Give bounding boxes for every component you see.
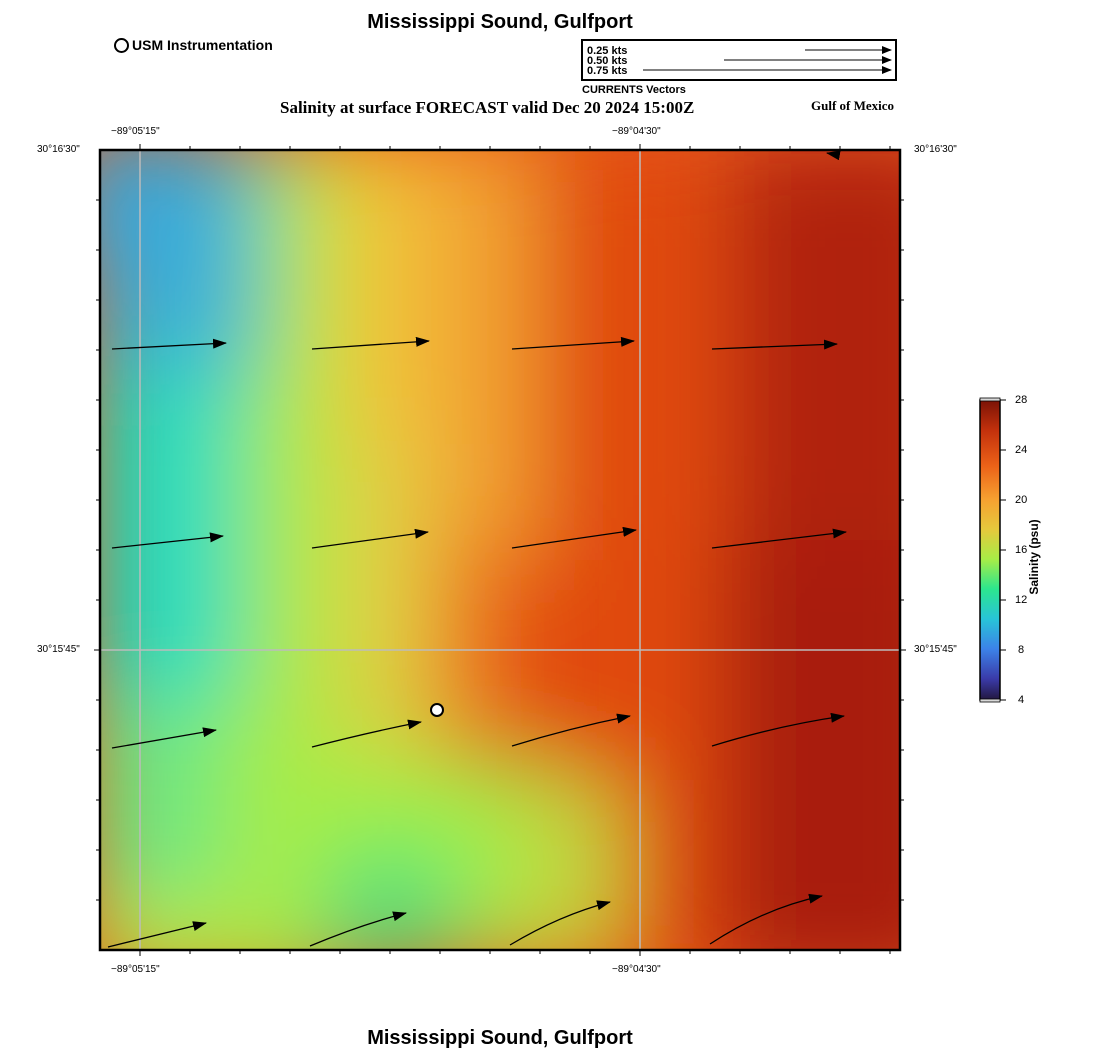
salinity-field	[100, 150, 900, 950]
usm-station-marker[interactable]	[430, 703, 444, 717]
colorbar-gradient	[979, 399, 1001, 701]
forecast-subtitle: Salinity at surface FORECAST valid Dec 2…	[280, 98, 695, 117]
lon-bottom-label-1: −89°05'15"	[111, 964, 160, 975]
region-label: Gulf of Mexico	[811, 98, 895, 113]
colorbar-tick-8: 8	[1018, 644, 1025, 656]
station-marker-icon	[114, 37, 129, 53]
current-vector-arrow	[509, 900, 611, 946]
current-vector-arrow	[511, 713, 631, 747]
lon-bottom-label-2: −89°04'30"	[612, 964, 661, 975]
salinity-colorbar	[979, 397, 1006, 703]
station-legend-label: USM Instrumentation	[132, 37, 273, 53]
colorbar-tick-28: 28	[1015, 394, 1028, 406]
current-vectors	[107, 150, 847, 948]
vector-legend-caption: CURRENTS Vectors	[582, 84, 686, 96]
colorbar-tick-16: 16	[1015, 544, 1028, 556]
current-vector-arrow	[311, 719, 422, 748]
colorbar-title: Salinity (psu)	[1027, 519, 1041, 595]
colorbar-tick-4: 4	[1018, 694, 1025, 706]
axis-ticks	[94, 144, 906, 956]
map-footer-title: Mississippi Sound, Gulfport	[367, 1027, 633, 1049]
current-vector-arrow	[511, 526, 637, 549]
current-vector-arrow	[111, 338, 227, 350]
vector-label-075: 0.75 kts	[587, 65, 628, 77]
current-vector-arrow	[309, 911, 407, 947]
lat-left-label-1: 30°16'30"	[37, 144, 80, 155]
colorbar-tick-20: 20	[1015, 494, 1028, 506]
colorbar-tick-24: 24	[1015, 444, 1028, 456]
station-legend: USM Instrumentation	[114, 37, 273, 53]
current-vector-arrow	[111, 532, 224, 549]
current-vector-arrow	[826, 150, 841, 161]
current-vector-arrow	[711, 712, 845, 747]
current-vector-arrow	[709, 893, 823, 945]
lon-top-label-2: −89°04'30"	[612, 126, 661, 137]
graticule	[100, 150, 900, 950]
colorbar-tick-12: 12	[1015, 594, 1028, 606]
current-vector-arrow	[107, 921, 207, 948]
salinity-map[interactable]	[90, 140, 912, 960]
colorbar-ticks	[1000, 399, 1006, 701]
lat-left-label-2: 30°15'45"	[37, 644, 80, 655]
vector-label-050: 0.50 kts	[587, 55, 628, 67]
current-vector-arrow	[711, 528, 847, 549]
lat-right-label-1: 30°16'30"	[914, 144, 957, 155]
lat-right-label-2: 30°15'45"	[914, 644, 957, 655]
vector-legend-arrows	[643, 46, 892, 74]
lon-top-label-1: −89°05'15"	[111, 126, 160, 137]
current-vector-arrow	[311, 336, 430, 350]
current-vector-arrow	[511, 336, 635, 350]
current-vector-arrow	[111, 727, 217, 749]
current-vector-legend: 0.25 kts 0.50 kts 0.75 kts	[581, 39, 897, 81]
map-title: Mississippi Sound, Gulfport	[367, 11, 633, 33]
current-vector-arrow	[711, 339, 838, 350]
current-vector-arrow	[311, 528, 429, 549]
vector-label-025: 0.25 kts	[587, 45, 628, 57]
